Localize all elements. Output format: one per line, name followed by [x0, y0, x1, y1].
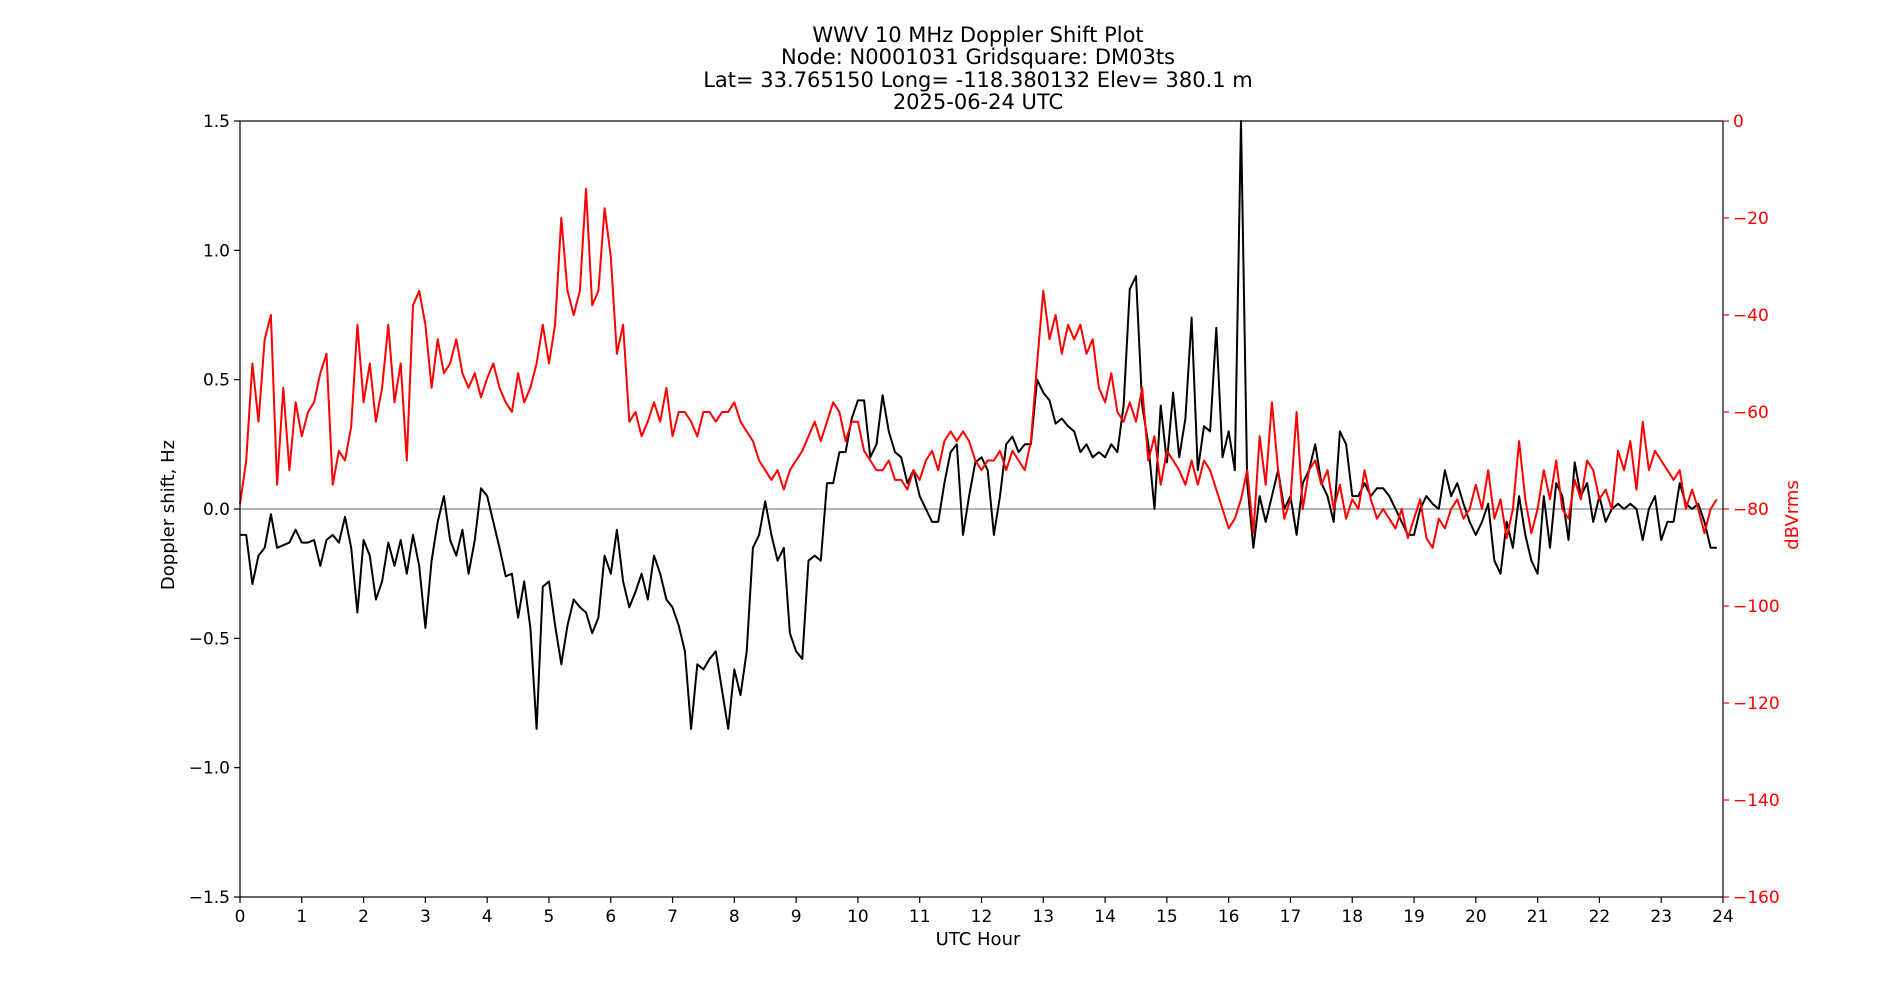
x-tick-label: 14: [1094, 907, 1116, 927]
title-line-3: Lat= 33.765150 Long= -118.380132 Elev= 3…: [703, 68, 1253, 92]
x-tick-label: 3: [420, 907, 431, 927]
y-left-tick-label: −1.5: [189, 888, 230, 908]
x-tick-label: 16: [1218, 907, 1240, 927]
y-left-tick-label: 0.5: [203, 371, 230, 391]
y-right-tick-label: 0: [1733, 112, 1744, 132]
series-line-doppler: [240, 120, 1717, 730]
x-tick-label: 17: [1280, 907, 1302, 927]
x-tick-label: 19: [1403, 907, 1425, 927]
y-right-tick-label: −60: [1733, 403, 1769, 423]
x-tick-label: 13: [1032, 907, 1054, 927]
title-line-4: 2025-06-24 UTC: [893, 90, 1063, 114]
y-right-tick-label: −120: [1733, 694, 1780, 714]
x-tick-label: 8: [729, 907, 740, 927]
x-tick-label: 4: [482, 907, 493, 927]
x-tick-label: 22: [1589, 907, 1611, 927]
chart-title: WWV 10 MHz Doppler Shift Plot Node: N000…: [703, 23, 1253, 114]
x-tick-label: 10: [847, 907, 869, 927]
x-tick-label: 0: [235, 907, 246, 927]
x-tick-label: 20: [1465, 907, 1487, 927]
x-tick-label: 24: [1712, 907, 1734, 927]
x-axis-label: UTC Hour: [936, 929, 1021, 950]
x-tick-label: 6: [605, 907, 616, 927]
x-tick-label: 23: [1650, 907, 1672, 927]
y-left-tick-label: 0.0: [203, 500, 230, 520]
x-tick-label: 15: [1156, 907, 1178, 927]
x-tick-label: 11: [909, 907, 931, 927]
title-line-2: Node: N0001031 Gridsquare: DM03ts: [781, 45, 1175, 69]
y-right-tick-label: −140: [1733, 791, 1780, 811]
y-left-axis-ticks: −1.5 −1.0 −0.5 0.0 0.5 1.0 1.5: [189, 112, 240, 908]
x-tick-label: 5: [544, 907, 555, 927]
y-left-tick-label: 1.5: [203, 112, 230, 132]
title-line-1: WWV 10 MHz Doppler Shift Plot: [812, 23, 1143, 47]
x-tick-label: 9: [791, 907, 802, 927]
y-right-tick-label: −20: [1733, 209, 1769, 229]
y-left-axis-label: Doppler shift, Hz: [158, 440, 179, 590]
x-tick-label: 1: [296, 907, 307, 927]
x-tick-label: 2: [358, 907, 369, 927]
y-left-tick-label: −0.5: [189, 629, 230, 649]
x-tick-label: 7: [667, 907, 678, 927]
y-left-tick-label: −1.0: [189, 759, 230, 779]
y-right-tick-label: −160: [1733, 888, 1780, 908]
y-right-axis-ticks: 0 −20 −40 −60 −80 −100 −120 −140 −160: [1723, 112, 1780, 908]
y-right-tick-label: −80: [1733, 500, 1769, 520]
y-right-axis-label: dBVrms: [1782, 480, 1803, 550]
y-right-tick-label: −100: [1733, 597, 1780, 617]
series-line-power: [239, 187, 1718, 549]
x-tick-label: 12: [971, 907, 993, 927]
x-axis-ticks: 0 1 2 3 4 5 6 7 8 9 10 11 12 13 14 15 16 17 18 19 20 21 22 23 24: [235, 897, 1734, 927]
x-tick-label: 21: [1527, 907, 1549, 927]
x-tick-label: 18: [1341, 907, 1363, 927]
y-right-tick-label: −40: [1733, 306, 1769, 326]
plot-area: [239, 120, 1724, 898]
y-left-tick-label: 1.0: [203, 241, 230, 261]
